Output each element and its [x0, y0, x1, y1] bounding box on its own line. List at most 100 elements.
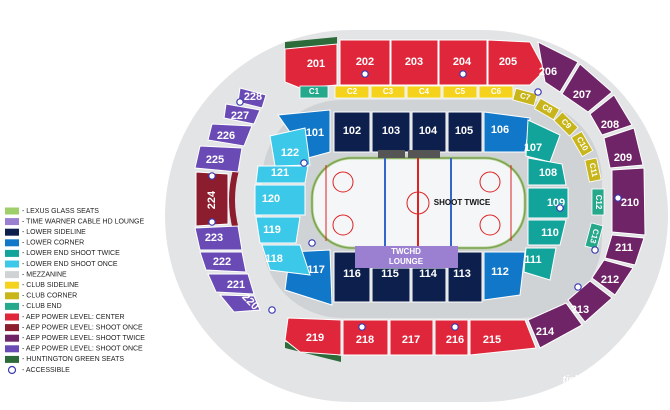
- seat-section[interactable]: [469, 319, 537, 356]
- section-label: 214: [536, 326, 555, 338]
- section-label: 111: [524, 254, 541, 266]
- seat-section[interactable]: [207, 273, 255, 295]
- legend-swatch: [5, 313, 19, 321]
- section-label: 210: [621, 197, 639, 209]
- seat-section[interactable]: [194, 145, 243, 173]
- seat-section[interactable]: [342, 319, 389, 356]
- club-section[interactable]: [570, 130, 594, 158]
- section-label: 105: [455, 125, 473, 137]
- legend-swatch: [5, 281, 19, 289]
- section-label: 225: [206, 154, 224, 166]
- accessible-icon: [534, 88, 542, 96]
- seat-section[interactable]: [447, 111, 483, 153]
- seat-section[interactable]: [603, 127, 644, 169]
- accessible-icon: [459, 70, 467, 78]
- seat-section[interactable]: [237, 87, 267, 109]
- section-label: 226: [217, 130, 235, 142]
- seat-section[interactable]: [254, 184, 306, 216]
- seat-section[interactable]: [223, 103, 261, 125]
- seat-section[interactable]: [523, 247, 557, 281]
- seat-section[interactable]: [591, 259, 634, 296]
- section-label: 213: [571, 304, 589, 316]
- lounge: [355, 246, 458, 268]
- section-label: 224: [206, 190, 218, 209]
- legend-label: - TIME WARNER CABLE HD LOUNGE: [22, 218, 144, 225]
- club-section[interactable]: [370, 85, 406, 99]
- seat-section[interactable]: [269, 127, 311, 167]
- section-label: 204: [453, 56, 472, 68]
- legend-label: - CLUB END: [22, 303, 62, 310]
- seat-section[interactable]: [527, 302, 583, 349]
- seat-section[interactable]: [255, 216, 301, 244]
- club-label: C5: [455, 87, 466, 96]
- legend-label: - LOWER END SHOOT ONCE: [22, 261, 118, 268]
- seat-section[interactable]: [537, 41, 579, 93]
- seat-section[interactable]: [195, 171, 229, 227]
- seat-section[interactable]: [339, 39, 391, 86]
- club-section[interactable]: [584, 222, 604, 250]
- club-group: C9: [553, 111, 579, 137]
- club-group: C3: [370, 85, 406, 99]
- seat-section[interactable]: [434, 319, 469, 356]
- club-section[interactable]: [512, 87, 538, 107]
- section-label: 119: [263, 224, 281, 236]
- legend-swatch: [5, 249, 19, 257]
- section-label: 218: [356, 334, 374, 346]
- seat-section[interactable]: [199, 251, 247, 273]
- legend-swatch: [5, 292, 19, 300]
- section-label: 219: [306, 332, 324, 344]
- section-label: 211: [615, 242, 633, 254]
- legend-swatch: [5, 207, 19, 215]
- seat-section[interactable]: [438, 39, 488, 86]
- section-label: 108: [539, 167, 557, 179]
- seat-section[interactable]: [567, 280, 613, 323]
- club-section[interactable]: [533, 97, 561, 121]
- seat-section[interactable]: [411, 111, 447, 153]
- legend-label: - MEZZANINE: [22, 271, 67, 278]
- club-section[interactable]: [406, 85, 442, 99]
- seat-section[interactable]: [611, 167, 646, 236]
- seat-section[interactable]: [390, 39, 439, 86]
- seat-section[interactable]: [483, 111, 531, 153]
- seat-section[interactable]: [207, 123, 253, 147]
- section-label: 206: [539, 66, 557, 78]
- seat-section[interactable]: [218, 294, 261, 313]
- legend-label: - ACCESSIBLE: [22, 367, 70, 374]
- section-label: 113: [453, 268, 471, 280]
- seat-section[interactable]: [561, 63, 613, 113]
- seat-section[interactable]: [389, 319, 434, 356]
- seat-section[interactable]: [194, 225, 243, 251]
- seat-section[interactable]: [261, 244, 311, 276]
- legend-swatch: [5, 239, 19, 247]
- club-section[interactable]: [478, 85, 514, 99]
- legend-label: - LOWER SIDELINE: [22, 229, 86, 236]
- club-section[interactable]: [591, 188, 605, 216]
- club-section[interactable]: [442, 85, 478, 99]
- legend-swatch: [5, 334, 19, 342]
- club-label: C6: [491, 87, 502, 96]
- faceoff-circle: [406, 191, 430, 215]
- legend-label: - LOWER CORNER: [22, 240, 84, 247]
- seat-section[interactable]: [604, 234, 645, 266]
- club-group: C1: [299, 85, 329, 99]
- seat-section[interactable]: [483, 251, 526, 301]
- accessible-icon: [574, 283, 582, 291]
- club-section[interactable]: [299, 85, 329, 99]
- seat-section[interactable]: [527, 157, 567, 186]
- club-group: C10: [570, 130, 594, 158]
- seat-section[interactable]: [527, 219, 567, 246]
- section-label: 106: [491, 124, 509, 136]
- club-section[interactable]: [334, 85, 370, 99]
- seat-section[interactable]: [589, 94, 633, 136]
- seat-section[interactable]: [333, 111, 371, 153]
- section-label: 203: [405, 56, 423, 68]
- legend-swatch: [5, 218, 19, 226]
- club-section[interactable]: [553, 111, 579, 137]
- club-section[interactable]: [584, 157, 602, 183]
- seat-section[interactable]: [487, 39, 546, 86]
- club-group: C7: [512, 87, 538, 107]
- legend-label: - LOWER END SHOOT TWICE: [22, 250, 120, 257]
- seat-section[interactable]: [284, 317, 342, 356]
- section-label: 205: [499, 56, 517, 68]
